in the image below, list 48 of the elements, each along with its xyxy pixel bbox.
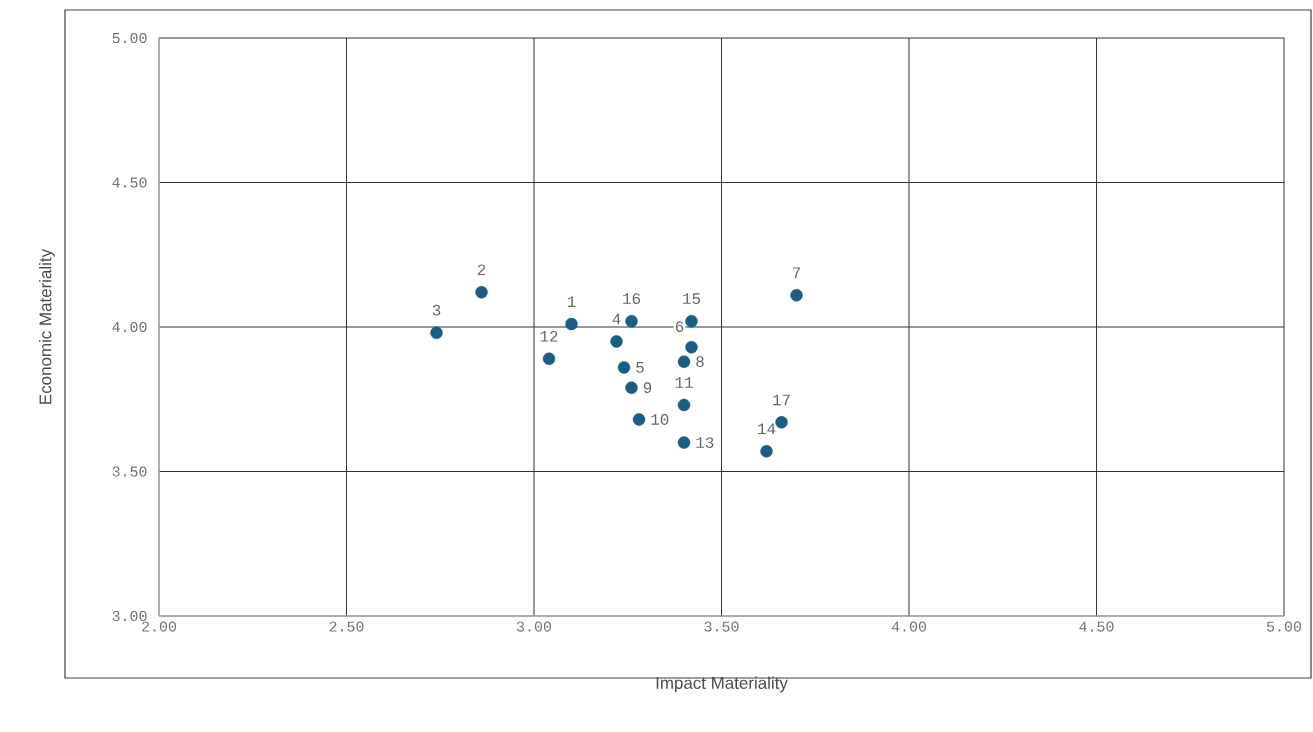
point — [775, 416, 788, 429]
point — [475, 286, 488, 299]
point — [685, 341, 698, 354]
point — [632, 413, 646, 426]
point — [677, 398, 691, 412]
point — [610, 335, 623, 348]
point — [565, 317, 578, 331]
x-tick-label: 3.50 — [704, 621, 739, 632]
x-tick-label: 4.00 — [891, 621, 927, 632]
point — [430, 326, 443, 339]
annotation: 10 — [651, 414, 669, 425]
x-tick-label: 2.00 — [142, 621, 177, 632]
point — [685, 315, 698, 328]
y-tick-label: 4.00 — [112, 321, 147, 333]
point — [617, 361, 631, 374]
annotation: 13 — [696, 437, 714, 448]
point — [677, 355, 691, 368]
x-tick-label: 4.50 — [1079, 621, 1114, 632]
annotation: 7 — [792, 267, 801, 278]
annotation: 14 — [758, 423, 776, 435]
y-axis-title: Economic Materiality — [38, 248, 55, 404]
point — [677, 436, 691, 449]
annotation: 8 — [696, 356, 704, 368]
annotation: 11 — [675, 377, 693, 388]
annotation: 16 — [623, 293, 641, 305]
y-tick-label: 4.50 — [112, 177, 147, 188]
x-tick-label: 2.50 — [329, 621, 364, 632]
point — [760, 445, 773, 458]
annotation: 2 — [477, 264, 486, 276]
point — [625, 315, 638, 328]
annotation: 17 — [773, 394, 790, 406]
y-tick-label: 3.50 — [112, 466, 147, 477]
x-axis-title: Impact Materiality — [656, 676, 788, 693]
annotation: 3 — [432, 304, 441, 316]
point — [790, 289, 803, 302]
point — [625, 381, 638, 394]
annotation: 6 — [675, 321, 684, 333]
x-tick-label: 5.00 — [1267, 621, 1302, 632]
annotation: 1 — [567, 296, 576, 307]
x-tick-label: 3.00 — [517, 621, 552, 632]
y-tick-label: 3.00 — [112, 610, 147, 622]
annotation: 15 — [683, 293, 701, 305]
annotation: 4 — [612, 313, 621, 325]
annotation: 5 — [636, 362, 644, 373]
y-tick-label: 5.00 — [112, 32, 147, 44]
point — [542, 352, 556, 365]
annotation: 9 — [643, 382, 652, 394]
annotation: 12 — [540, 330, 558, 342]
